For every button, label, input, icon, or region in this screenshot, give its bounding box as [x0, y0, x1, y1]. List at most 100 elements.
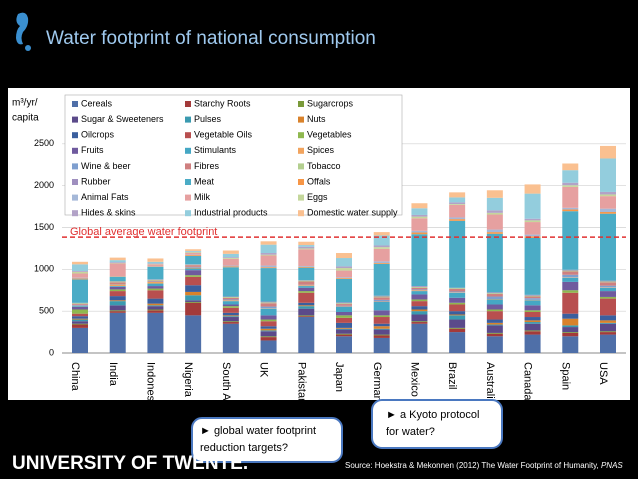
- callout-line: reduction targets?: [200, 442, 288, 454]
- bar-segment: [222, 317, 239, 322]
- legend-label: Vegetables: [307, 130, 352, 140]
- bar-segment: [260, 328, 277, 331]
- x-tick-label: Pakistan: [295, 362, 307, 404]
- bar-segment: [72, 304, 88, 306]
- bar-segment: [373, 329, 390, 335]
- bar-segment: [486, 210, 503, 213]
- x-tick-label: Germany: [371, 362, 383, 408]
- legend-swatch: [72, 101, 78, 107]
- bar-segment: [260, 244, 277, 254]
- bar-segment: [222, 307, 239, 313]
- bar-segment: [449, 314, 466, 316]
- bar-segment: [449, 302, 466, 305]
- bar-segment: [222, 300, 239, 302]
- legend: Cereals Starchy Roots Sugarcrops Sugar & Sw…: [64, 94, 403, 218]
- bar-segment: [109, 289, 126, 292]
- bar-segment: [373, 317, 390, 324]
- x-tick-label: Brazil: [446, 362, 458, 390]
- bar-segment: [336, 336, 352, 353]
- legend-swatch: [185, 210, 191, 217]
- legend-swatch: [298, 194, 304, 201]
- legend-swatch: [298, 147, 304, 154]
- x-tick-label: South Africa: [220, 362, 232, 422]
- bar-segment: [222, 258, 239, 259]
- bar-segment: [411, 289, 428, 291]
- bar-segment: [373, 261, 390, 264]
- bar-segment: [109, 300, 126, 302]
- bar-segment: [260, 326, 277, 329]
- source-note: Source: Hoekstra & Mekonnen (2012) The W…: [345, 461, 623, 470]
- bar-segment: [185, 315, 202, 353]
- bar-segment: [600, 213, 616, 281]
- bar-segment: [373, 299, 390, 302]
- bar-segment: [298, 249, 315, 266]
- bar-segment: [260, 241, 277, 245]
- bar-segment: [524, 330, 541, 332]
- bar-segment: [185, 252, 202, 254]
- bar-segment: [147, 286, 164, 289]
- bar-segment: [562, 318, 579, 326]
- bar-segment: [562, 185, 579, 187]
- bar-segment: [486, 229, 503, 233]
- legend-label: Sugarcrops: [307, 98, 354, 108]
- bar-segment: [411, 309, 428, 312]
- legend-label: Domestic water supply: [307, 208, 398, 218]
- bar-segment: [373, 326, 390, 329]
- bar-segment: [562, 327, 579, 333]
- bar-segment: [449, 197, 466, 203]
- bar-segment: [411, 208, 428, 215]
- bar-segment: [72, 279, 88, 303]
- bar-segment: [298, 315, 315, 317]
- bar-segment: [72, 321, 88, 324]
- bar-segment: [109, 310, 126, 312]
- bar-segment: [336, 315, 352, 318]
- bar-segment: [449, 204, 466, 218]
- callout-text: ► a Kyoto protocol for water?: [386, 409, 479, 438]
- legend-swatch: [298, 163, 304, 170]
- bar-segment: [524, 300, 541, 306]
- foot-icon: [16, 12, 29, 45]
- bar-segment: [524, 184, 541, 194]
- bar-segment: [449, 192, 466, 198]
- legend-label: Tobacco: [307, 161, 341, 171]
- legend-swatch: [298, 101, 304, 107]
- bar-segment: [185, 267, 202, 269]
- legend-label: Spices: [307, 145, 335, 155]
- bar-segment: [260, 265, 277, 268]
- legend-swatch: [72, 194, 78, 201]
- bar-segment: [185, 291, 202, 296]
- bar-segment: [147, 280, 164, 282]
- bar-segment: [600, 296, 616, 299]
- bar-segment: [486, 324, 503, 326]
- callout-line: ► a Kyoto protocol: [386, 409, 479, 421]
- bar-segment: [185, 265, 202, 267]
- bar-segment: [486, 325, 503, 333]
- legend-label: Starchy Roots: [194, 98, 251, 108]
- bar-segment: [600, 196, 616, 209]
- bar-segment: [147, 303, 164, 306]
- bar-segment: [600, 285, 616, 288]
- bar-segment: [449, 315, 466, 320]
- bar-segment: [336, 327, 352, 329]
- bar-segment: [298, 267, 315, 281]
- bar-segment: [449, 328, 466, 333]
- bar-segment: [185, 275, 202, 277]
- bar-segment: [449, 288, 466, 289]
- bar-segment: [562, 290, 579, 293]
- bar-segment: [72, 277, 88, 279]
- bar-segment: [411, 299, 428, 302]
- source-text: Source: Hoekstra & Mekonnen (2012) The W…: [345, 461, 601, 470]
- bar-segment: [524, 322, 541, 324]
- bar-segment: [185, 285, 202, 292]
- bar-segment: [600, 282, 616, 286]
- bar-segment: [109, 260, 126, 263]
- bar-segment: [336, 305, 352, 307]
- bar-segment: [562, 281, 579, 291]
- bar-segment: [411, 301, 428, 307]
- bar-segment: [72, 306, 88, 310]
- bar-segment: [298, 305, 315, 307]
- bar-segment: [298, 265, 315, 267]
- bar-segment: [260, 255, 277, 266]
- bar-segment: [109, 276, 126, 282]
